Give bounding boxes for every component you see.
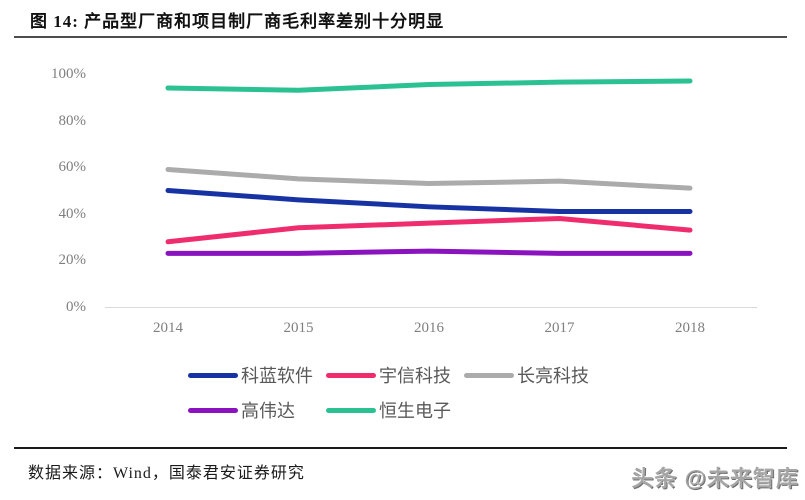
x-axis-line	[105, 307, 757, 308]
footer-divider	[14, 447, 787, 449]
legend-swatch-icon	[326, 372, 376, 378]
x-tick-label: 2016	[414, 320, 444, 336]
legend-label: 长亮科技	[517, 366, 589, 386]
legend-label: 科蓝软件	[241, 366, 313, 386]
y-tick-label: 60%	[58, 159, 87, 176]
x-tick-label: 2014	[153, 320, 183, 336]
line-chart	[165, 78, 693, 256]
x-tick-label: 2015	[283, 320, 314, 336]
legend-item-长亮科技: 长亮科技	[464, 362, 602, 388]
legend-item-宇信科技: 宇信科技	[326, 362, 464, 388]
legend-label: 高伟达	[241, 401, 295, 421]
title-divider	[14, 36, 787, 38]
y-tick-label: 0%	[66, 299, 86, 315]
figure-title: 图 14: 产品型厂商和项目制厂商毛利率差别十分明显	[30, 12, 445, 31]
series-line-恒生电子	[165, 78, 693, 93]
legend-item-恒生电子: 恒生电子	[326, 397, 464, 423]
y-tick-label: 100%	[51, 66, 86, 82]
data-source-note: 数据来源：Wind，国泰君安证券研究	[28, 465, 305, 482]
legend-swatch-icon	[326, 407, 376, 413]
legend-swatch-icon	[188, 372, 238, 378]
legend-swatch-icon	[464, 372, 514, 378]
y-tick-label: 80%	[58, 112, 87, 129]
series-line-宇信科技	[165, 215, 693, 245]
legend-item-高伟达: 高伟达	[188, 397, 326, 423]
y-tick-label: 20%	[58, 252, 87, 269]
series-line-科蓝软件	[165, 188, 693, 214]
legend-label: 恒生电子	[379, 401, 451, 421]
legend-item-科蓝软件: 科蓝软件	[188, 362, 326, 388]
chart-legend-row-1: 科蓝软件 宇信科技 长亮科技	[188, 363, 602, 387]
toutiao-watermark: 头条 @未来智库	[631, 466, 799, 491]
chart-legend-row-2: 高伟达 恒生电子	[188, 398, 464, 422]
x-tick-label: 2017	[544, 320, 575, 336]
series-line-长亮科技	[165, 167, 693, 191]
legend-label: 宇信科技	[379, 366, 451, 386]
x-tick-label: 2018	[675, 320, 705, 336]
legend-swatch-icon	[188, 407, 238, 413]
series-line-高伟达	[165, 248, 693, 256]
y-tick-label: 40%	[58, 205, 87, 222]
